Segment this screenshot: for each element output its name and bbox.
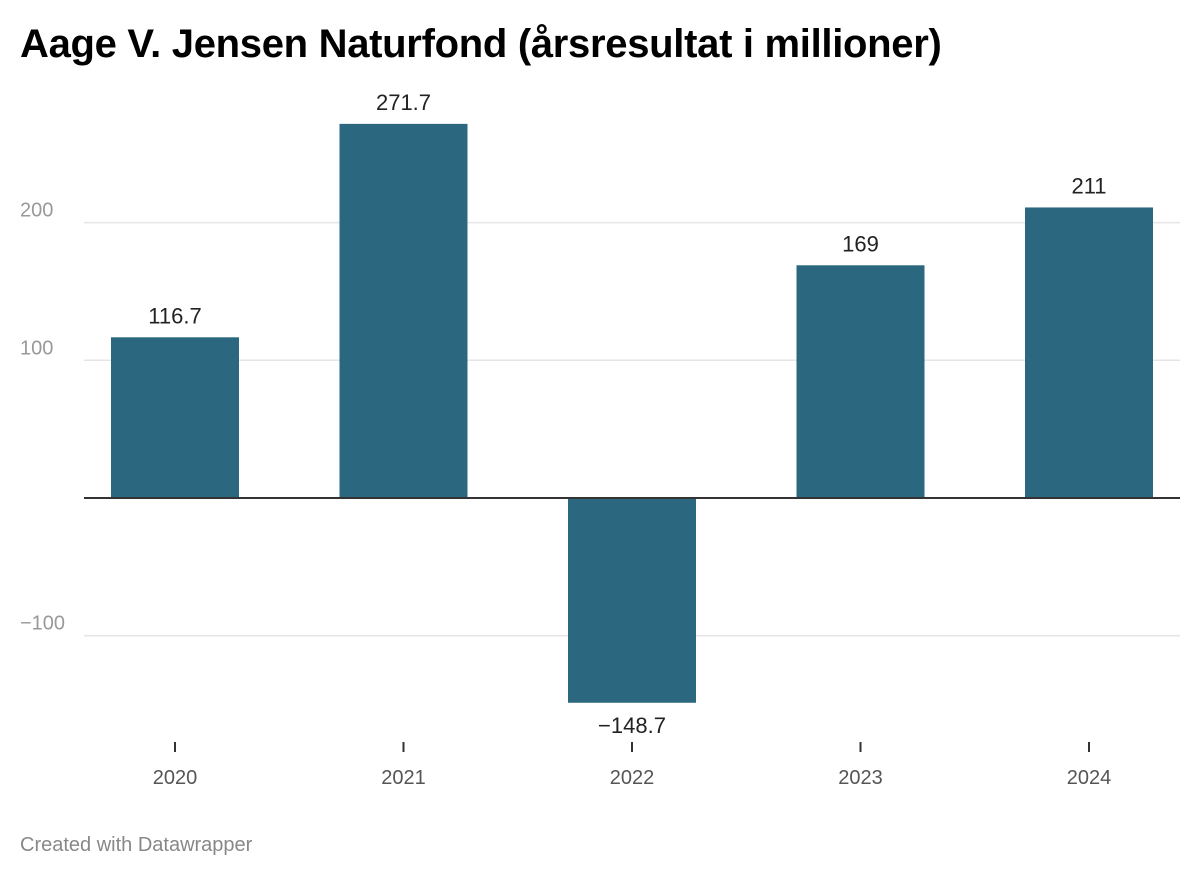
value-label: −148.7 [598,713,666,738]
y-tick-label: 100 [20,337,53,359]
x-category-label: 2020 [153,767,198,789]
x-category-label: 2023 [838,767,883,789]
bar-2020 [111,337,239,498]
value-label: 116.7 [148,303,201,328]
axes: 2020 2021 2022 2023 2024 [84,497,1180,789]
x-category-label: 2024 [1067,767,1112,789]
bar-2023 [796,265,925,498]
value-labels: 116.7 271.7 −148.7 169 211 [148,90,1106,738]
gridlines: −100 100 200 [20,200,1180,637]
bar-2022 [568,498,696,703]
footer-credit: Created with Datawrapper [20,834,253,856]
bar-2021 [339,123,468,498]
value-label: 169 [842,231,879,256]
y-tick-label: −100 [20,613,65,635]
x-category-label: 2021 [381,767,426,789]
y-tick-label: 200 [20,200,53,222]
x-category-label: 2022 [610,767,655,789]
value-label: 271.7 [376,90,431,115]
bar-2024 [1025,207,1153,498]
value-label: 211 [1071,173,1106,198]
chart-title: Aage V. Jensen Naturfond (årsresultat i … [20,22,942,66]
bars [111,123,1153,703]
